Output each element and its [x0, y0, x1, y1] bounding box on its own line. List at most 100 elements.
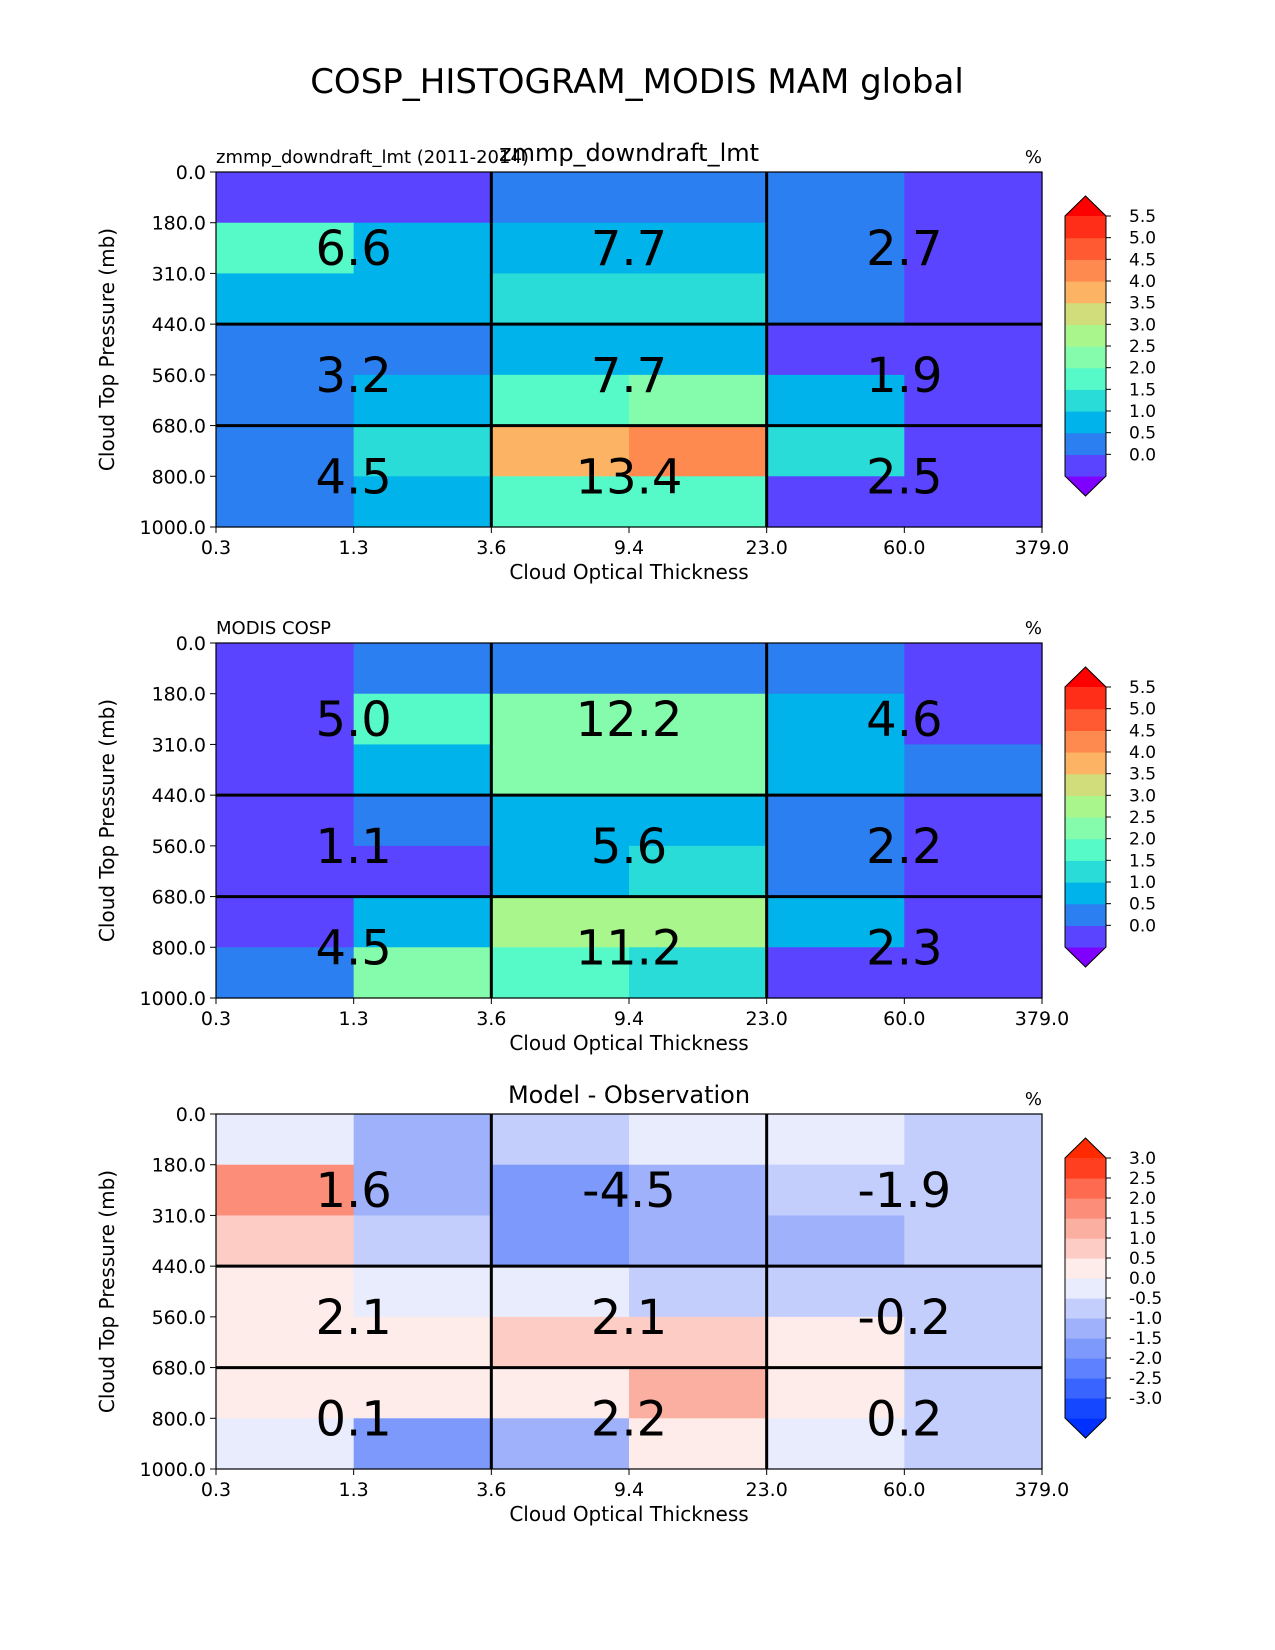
colorbar-segment [1065, 1178, 1106, 1199]
figure-title: COSP_HISTOGRAM_MODIS MAM global [310, 62, 964, 102]
heatmap-cell [216, 222, 355, 275]
box-value-label: -0.2 [858, 1290, 952, 1346]
heatmap-cell [766, 1367, 905, 1419]
heatmap-cell [353, 476, 492, 528]
heatmap-cell [904, 324, 1043, 376]
heatmap-cell [353, 1164, 492, 1217]
heatmap-cell [629, 693, 768, 746]
x-tick-label: 1.3 [339, 1479, 369, 1501]
heatmap-cell [766, 845, 905, 898]
heatmap-cell [904, 425, 1043, 477]
y-tick-label: 680.0 [152, 416, 206, 438]
colorbar-segment [1065, 860, 1106, 883]
heatmap-cell [216, 374, 355, 427]
y-tick-label: 440.0 [152, 1256, 206, 1278]
colorbar-tick-label: 2.0 [1129, 359, 1156, 379]
colorbar-segment [1065, 259, 1106, 282]
colorbar-outline [1064, 195, 1107, 497]
heatmap-cell [904, 744, 1043, 796]
colorbar-segment [1065, 752, 1106, 775]
heatmap-cell [491, 1367, 630, 1419]
heatmap-cell [353, 324, 492, 376]
heatmap-cell [904, 476, 1043, 528]
heatmap-cell [216, 1164, 355, 1217]
x-tick-label: 379.0 [1015, 537, 1069, 559]
y-tick-label: 180.0 [152, 1155, 206, 1177]
heatmap-cell [353, 947, 492, 999]
heatmap-cell [904, 1114, 1043, 1166]
heatmap-cell [216, 795, 355, 847]
x-tick-label: 60.0 [883, 537, 925, 559]
heatmap-cell [353, 744, 492, 796]
heatmap-cell [353, 1114, 492, 1166]
y-axis-label: Cloud Top Pressure (mb) [95, 228, 119, 471]
heatmap-cell [491, 1114, 630, 1166]
y-tick-label: 560.0 [152, 1307, 206, 1329]
heatmap-cell [353, 1215, 492, 1267]
box-value-label: 13.4 [576, 449, 683, 505]
colorbar-tick-label: -3.0 [1129, 1389, 1162, 1409]
colorbar-tick-label: 3.0 [1129, 786, 1156, 806]
colorbar-tick-label: 1.5 [1129, 380, 1156, 400]
x-tick-label: 1.3 [339, 537, 369, 559]
heatmap-cell [216, 1418, 355, 1470]
colorbar-segment [1065, 773, 1106, 796]
colorbar-over-extension [1065, 667, 1106, 688]
y-tick-label: 0.0 [176, 162, 206, 184]
colorbar-under-extension [1065, 475, 1106, 496]
heatmap-cell [629, 222, 768, 275]
box-value-label: 7.7 [591, 348, 667, 404]
box-value-label: 12.2 [576, 692, 683, 748]
heatmap-cell [216, 1215, 355, 1267]
colorbar-tick-label: 4.5 [1129, 250, 1156, 270]
colorbar-tick-label: 0.5 [1129, 424, 1156, 444]
heatmap-cell [766, 222, 905, 275]
colorbar-segment [1065, 1398, 1106, 1419]
box-value-label: 4.5 [315, 449, 391, 505]
colorbar-tick-label: -0.5 [1129, 1289, 1162, 1309]
box-value-label: 4.6 [866, 692, 942, 748]
box-value-label: 2.3 [866, 920, 942, 976]
colorbar-segment [1065, 454, 1106, 477]
colorbar-tick-label: 1.5 [1129, 851, 1156, 871]
colorbar-segment [1065, 324, 1106, 347]
colorbar-tick-label: 1.0 [1129, 1229, 1156, 1249]
colorbar-segment [1065, 346, 1106, 369]
x-tick-label: 0.3 [201, 1479, 231, 1501]
colorbar-segment [1065, 1258, 1106, 1279]
x-tick-label: 60.0 [883, 1008, 925, 1030]
heatmap-cell [629, 845, 768, 898]
colorbar-tick-label: 0.5 [1129, 1249, 1156, 1269]
heatmap-cell [491, 273, 630, 325]
y-tick-label: 0.0 [176, 633, 206, 655]
heatmap-cell [904, 172, 1043, 224]
colorbar-segment [1065, 432, 1106, 455]
y-tick-label: 440.0 [152, 314, 206, 336]
y-tick-label: 310.0 [152, 1205, 206, 1227]
heatmap-cell [353, 896, 492, 948]
x-tick-label: 0.3 [201, 537, 231, 559]
colorbar-segment [1065, 411, 1106, 434]
x-tick-label: 9.4 [614, 537, 644, 559]
heatmap-cell [629, 1215, 768, 1267]
y-tick-label: 310.0 [152, 734, 206, 756]
x-tick-label: 9.4 [614, 1008, 644, 1030]
y-tick-label: 180.0 [152, 213, 206, 235]
colorbar-tick-label: 2.0 [1129, 830, 1156, 850]
heatmap-cell [491, 845, 630, 898]
heatmap-cell [766, 643, 905, 695]
heatmap-cell [353, 1266, 492, 1318]
heatmap-cell [491, 1215, 630, 1267]
y-tick-label: 680.0 [152, 887, 206, 909]
colorbar-segment [1065, 1198, 1106, 1219]
colorbar-tick-label: -2.0 [1129, 1349, 1162, 1369]
heatmap-cell [904, 222, 1043, 275]
heatmap-cell [766, 1114, 905, 1166]
colorbar-segment [1065, 302, 1106, 325]
heatmap-cell [904, 643, 1043, 695]
heatmap-cell [766, 744, 905, 796]
heatmap-cell [629, 425, 768, 477]
heatmap-cell [904, 693, 1043, 746]
heatmap-cell [766, 324, 905, 376]
